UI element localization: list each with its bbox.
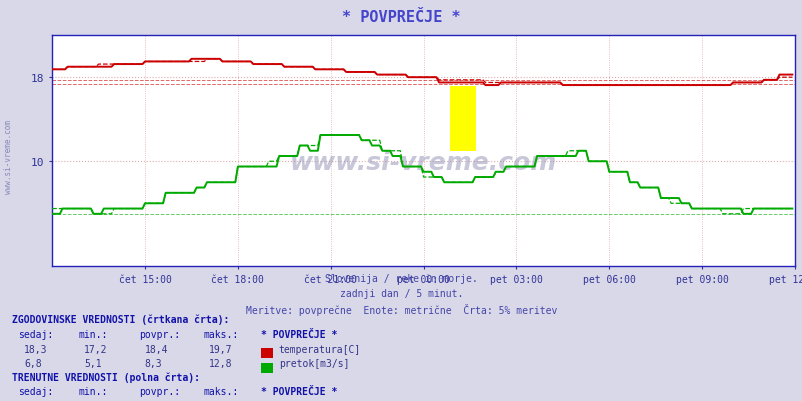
Text: www.si-vreme.com: www.si-vreme.com [290,151,557,175]
Text: * POVPREČJE *: * POVPREČJE * [342,10,460,25]
Text: povpr.:: povpr.: [139,386,180,396]
Text: maks.:: maks.: [203,329,238,339]
Text: 12,8: 12,8 [209,358,232,368]
Text: zadnji dan / 5 minut.: zadnji dan / 5 minut. [339,288,463,298]
Text: temperatura[C]: temperatura[C] [278,344,360,354]
Text: 8,3: 8,3 [144,358,162,368]
Text: povpr.:: povpr.: [139,329,180,339]
Text: maks.:: maks.: [203,386,238,396]
Text: 5,1: 5,1 [84,358,102,368]
Text: Slovenija / reke in morje.: Slovenija / reke in morje. [325,273,477,284]
Text: * POVPREČJE *: * POVPREČJE * [261,329,337,339]
Text: ZGODOVINSKE VREDNOSTI (črtkana črta):: ZGODOVINSKE VREDNOSTI (črtkana črta): [12,314,229,324]
Text: sedaj:: sedaj: [18,329,54,339]
Text: 17,2: 17,2 [84,344,107,354]
Text: Meritve: povprečne  Enote: metrične  Črta: 5% meritev: Meritve: povprečne Enote: metrične Črta:… [245,303,557,315]
Text: min.:: min.: [79,329,108,339]
Text: 18,4: 18,4 [144,344,168,354]
Text: www.si-vreme.com: www.si-vreme.com [4,119,13,193]
Text: sedaj:: sedaj: [18,386,54,396]
Text: 18,3: 18,3 [24,344,47,354]
Text: min.:: min.: [79,386,108,396]
Text: TRENUTNE VREDNOSTI (polna črta):: TRENUTNE VREDNOSTI (polna črta): [12,371,200,382]
Text: * POVPREČJE *: * POVPREČJE * [261,386,337,396]
FancyBboxPatch shape [449,87,475,152]
Text: 6,8: 6,8 [24,358,42,368]
Text: 19,7: 19,7 [209,344,232,354]
Text: pretok[m3/s]: pretok[m3/s] [278,358,349,368]
